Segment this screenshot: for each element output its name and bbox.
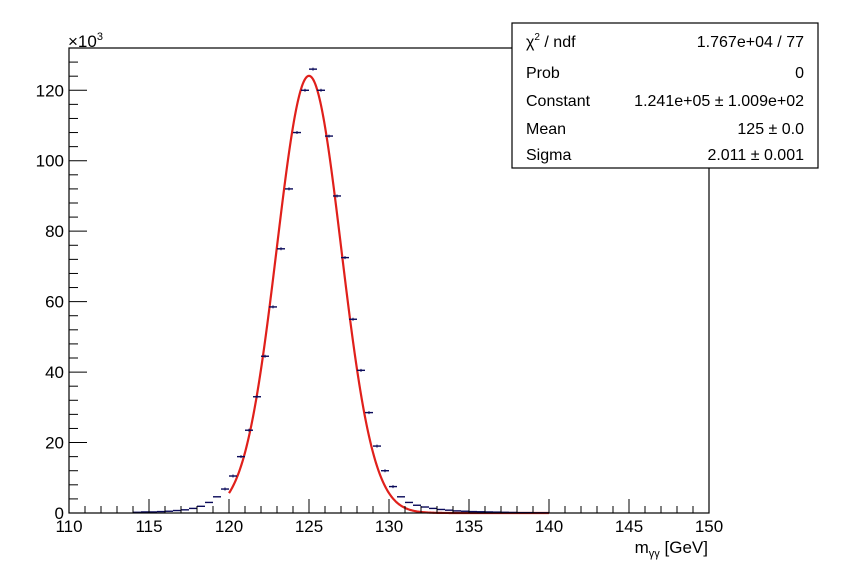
x-tick-label: 115 <box>135 517 162 536</box>
x-tick-label: 110 <box>55 517 82 536</box>
stats-row-sigma: Sigma 2.011 ± 0.001 <box>526 147 804 164</box>
stats-label-chi2: χ2 / ndf <box>526 32 576 51</box>
x-tick-label: 120 <box>215 517 243 536</box>
x-tick-label: 135 <box>455 517 483 536</box>
x-tick-label: 140 <box>535 517 563 536</box>
y-tick-label: 40 <box>45 363 64 382</box>
y-tick-label: 0 <box>55 504 64 523</box>
y-axis-multiplier: ×103 <box>68 31 103 51</box>
x-tick-label: 125 <box>295 517 323 536</box>
stats-value-mean: 125 ± 0.0 <box>737 121 804 138</box>
x-axis: 110 115 120 125 130 135 140 145 150 <box>55 499 723 536</box>
stats-label-constant: Constant <box>526 93 591 110</box>
fit-curve-layer <box>228 74 549 515</box>
y-tick-label: 80 <box>45 222 64 241</box>
stats-row-prob: Prob 0 <box>526 65 804 82</box>
stats-label-prob: Prob <box>526 65 560 82</box>
x-tick-label: 145 <box>615 517 643 536</box>
gaussian-fit-line <box>228 74 549 515</box>
x-tick-label: 130 <box>375 517 403 536</box>
y-tick-label: 120 <box>36 81 64 100</box>
stats-row-chi2: χ2 / ndf 1.767e+04 / 77 <box>526 32 804 51</box>
stats-row-mean: Mean 125 ± 0.0 <box>526 121 804 138</box>
stats-row-constant: Constant 1.241e+05 ± 1.009e+02 <box>526 93 804 110</box>
stats-value-constant: 1.241e+05 ± 1.009e+02 <box>634 93 804 110</box>
stats-value-chi2: 1.767e+04 / 77 <box>697 34 804 51</box>
histogram-layer <box>133 67 549 514</box>
stats-label-mean: Mean <box>526 121 566 138</box>
stats-value-prob: 0 <box>795 65 804 82</box>
stats-value-sigma: 2.011 ± 0.001 <box>707 147 804 164</box>
y-tick-label: 100 <box>36 152 64 171</box>
y-axis: 0 20 40 60 80 100 120 <box>36 47 87 523</box>
x-axis-label: mγγ [GeV] <box>635 538 708 560</box>
x-tick-label: 150 <box>695 517 723 536</box>
fit-statistics-box: χ2 / ndf 1.767e+04 / 77 Prob 0 Constant … <box>511 22 819 169</box>
stats-label-sigma: Sigma <box>526 147 571 164</box>
y-tick-label: 20 <box>45 434 64 453</box>
y-tick-label: 60 <box>45 293 64 312</box>
